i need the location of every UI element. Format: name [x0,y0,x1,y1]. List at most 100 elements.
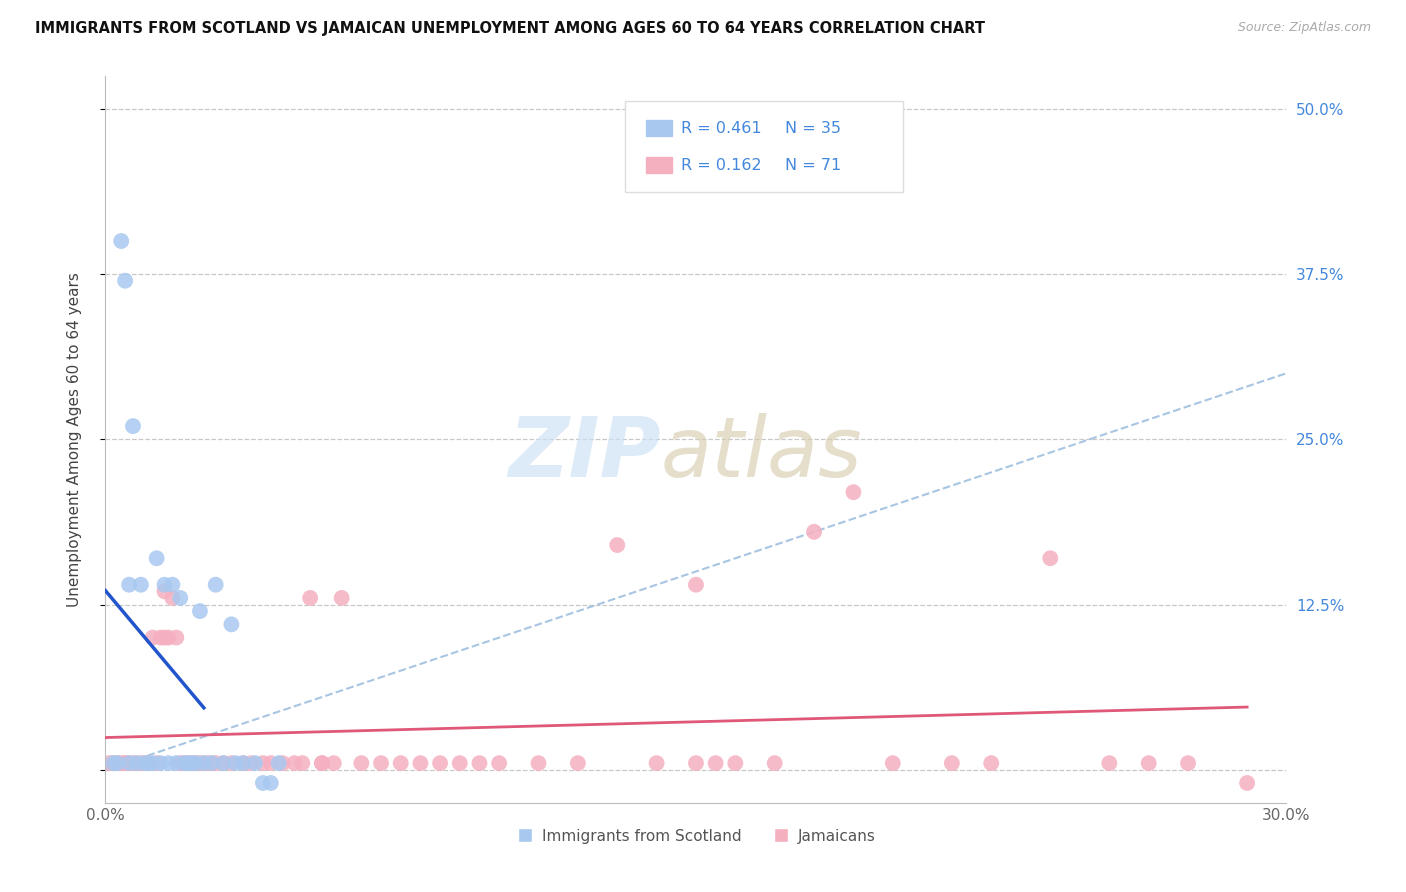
Point [645,756,668,771]
Point [941,756,963,771]
Point [842,485,865,500]
Point [110,756,132,771]
Text: IMMIGRANTS FROM SCOTLAND VS JAMAICAN UNEMPLOYMENT AMONG AGES 60 TO 64 YEARS CORR: IMMIGRANTS FROM SCOTLAND VS JAMAICAN UNE… [35,21,986,36]
Point [221,756,243,771]
Point [134,756,156,771]
Point [252,776,274,790]
Text: N = 71: N = 71 [785,158,841,172]
Point [165,631,187,645]
Y-axis label: Unemployment Among Ages 60 to 64 years: Unemployment Among Ages 60 to 64 years [67,272,82,607]
Point [184,756,207,771]
Point [138,756,160,771]
Point [763,756,786,771]
Point [260,776,283,790]
Point [232,756,254,771]
Point [149,631,172,645]
Point [882,756,904,771]
Point [177,756,200,771]
Point [803,524,825,539]
Point [153,631,176,645]
Point [142,631,165,645]
Point [114,274,136,288]
Point [468,756,491,771]
Point [204,578,226,592]
Point [1039,551,1062,566]
Point [153,584,176,599]
Point [193,756,215,771]
Point [527,756,550,771]
Point [429,756,451,771]
Point [98,756,121,771]
Point [204,756,226,771]
Point [1177,756,1199,771]
Point [201,756,224,771]
Point [350,756,373,771]
Point [181,756,204,771]
Point [188,604,211,618]
Point [322,756,344,771]
Point [240,756,263,771]
Point [188,756,211,771]
Point [114,756,136,771]
Point [980,756,1002,771]
Point [142,756,165,771]
Point [232,756,254,771]
Point [260,756,283,771]
Point [122,419,145,434]
Point [134,756,156,771]
Point [157,756,180,771]
Point [221,617,243,632]
Point [105,756,128,771]
Point [488,756,510,771]
Point [197,756,219,771]
Point [704,756,727,771]
Point [311,756,333,771]
Point [370,756,392,771]
Point [105,756,128,771]
Point [224,756,246,771]
Point [129,756,152,771]
Point [177,756,200,771]
Point [125,756,148,771]
Point [169,591,191,605]
Text: N = 35: N = 35 [785,120,841,136]
Point [243,756,266,771]
FancyBboxPatch shape [626,102,903,192]
Point [110,234,132,248]
Point [291,756,314,771]
Point [212,756,235,771]
Point [685,578,707,592]
Point [122,756,145,771]
Point [685,756,707,771]
Point [212,756,235,771]
Point [193,756,215,771]
Point [118,756,141,771]
Point [157,631,180,645]
Point [145,551,167,566]
Point [409,756,432,771]
Bar [647,120,672,136]
Text: R = 0.461: R = 0.461 [681,120,761,136]
Point [169,756,191,771]
Bar [647,157,672,173]
Point [283,756,305,771]
Point [103,756,125,771]
Point [173,756,195,771]
Point [311,756,333,771]
Point [389,756,412,771]
Point [162,591,184,605]
Text: atlas: atlas [661,413,862,494]
Point [153,578,176,592]
Point [145,756,167,771]
Point [103,756,125,771]
Point [181,756,204,771]
Point [162,578,184,592]
Point [252,756,274,771]
Point [129,578,152,592]
Point [138,756,160,771]
Text: R = 0.162: R = 0.162 [681,158,761,172]
Point [173,756,195,771]
Point [724,756,747,771]
Text: Source: ZipAtlas.com: Source: ZipAtlas.com [1237,21,1371,34]
Legend: Immigrants from Scotland, Jamaicans: Immigrants from Scotland, Jamaicans [510,822,882,850]
